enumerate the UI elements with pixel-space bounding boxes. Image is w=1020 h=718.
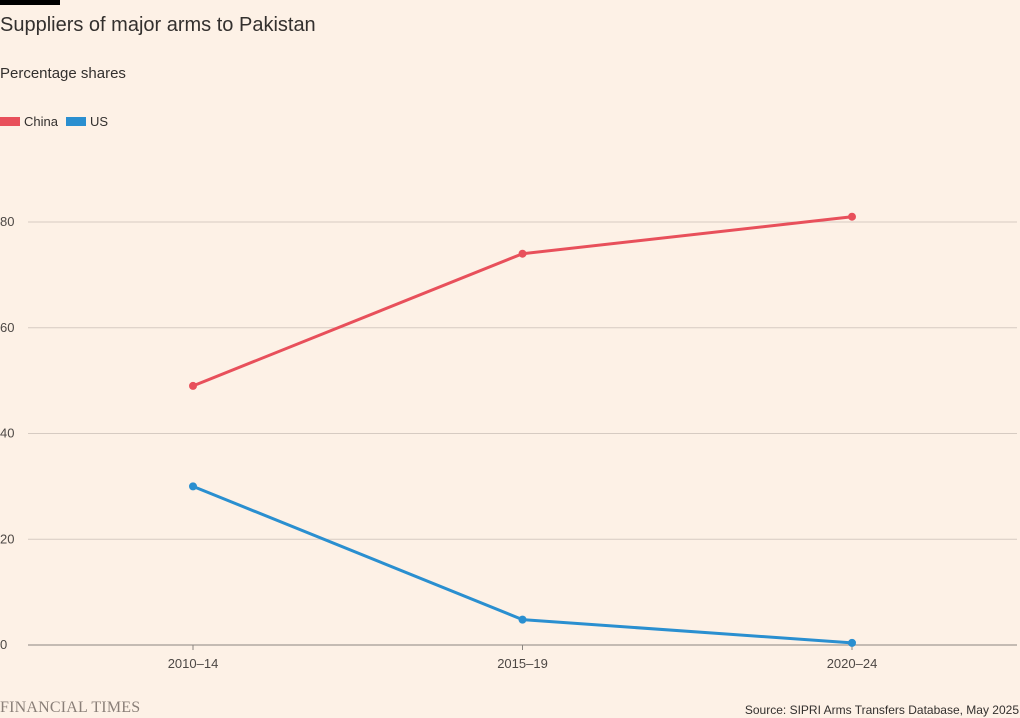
brand-logo: FINANCIAL TIMES bbox=[0, 699, 141, 716]
x-tick-label: 2015–19 bbox=[497, 656, 548, 671]
legend-swatch-us bbox=[65, 117, 86, 126]
line-chart: 0 20 40 60 80 2010–14 2015–19 2020–24 bbox=[0, 212, 1017, 671]
x-axis: 2010–14 2015–19 2020–24 bbox=[168, 645, 878, 671]
data-point-china bbox=[518, 249, 527, 258]
x-tick-label: 2020–24 bbox=[827, 656, 878, 671]
y-tick-label: 0 bbox=[0, 637, 7, 652]
source-note: Source: SIPRI Arms Transfers Database, M… bbox=[744, 703, 1019, 717]
chart-title: Suppliers of major arms to Pakistan bbox=[0, 14, 316, 36]
y-tick-label: 20 bbox=[0, 531, 14, 546]
x-tick-label: 2010–14 bbox=[168, 656, 219, 671]
data-point-china bbox=[848, 212, 856, 221]
legend-swatch-china bbox=[0, 117, 20, 126]
chart-subtitle: Percentage shares bbox=[0, 65, 126, 82]
series-layer bbox=[189, 212, 856, 647]
data-point-china bbox=[189, 381, 197, 390]
data-point-us bbox=[848, 638, 856, 647]
y-tick-label: 80 bbox=[0, 214, 14, 229]
legend-item-us: US bbox=[65, 114, 109, 129]
y-tick-label: 40 bbox=[0, 426, 14, 441]
legend: China US bbox=[0, 114, 116, 129]
data-point-us bbox=[518, 615, 527, 624]
brand-bar bbox=[0, 0, 60, 5]
series-line-china bbox=[191, 215, 854, 388]
y-tick-label: 60 bbox=[0, 320, 14, 335]
grid: 0 20 40 60 80 bbox=[0, 214, 1017, 652]
legend-label-us: US bbox=[89, 114, 109, 129]
legend-item-china: China bbox=[0, 114, 58, 129]
legend-label-china: China bbox=[24, 114, 58, 129]
data-point-us bbox=[189, 482, 197, 491]
